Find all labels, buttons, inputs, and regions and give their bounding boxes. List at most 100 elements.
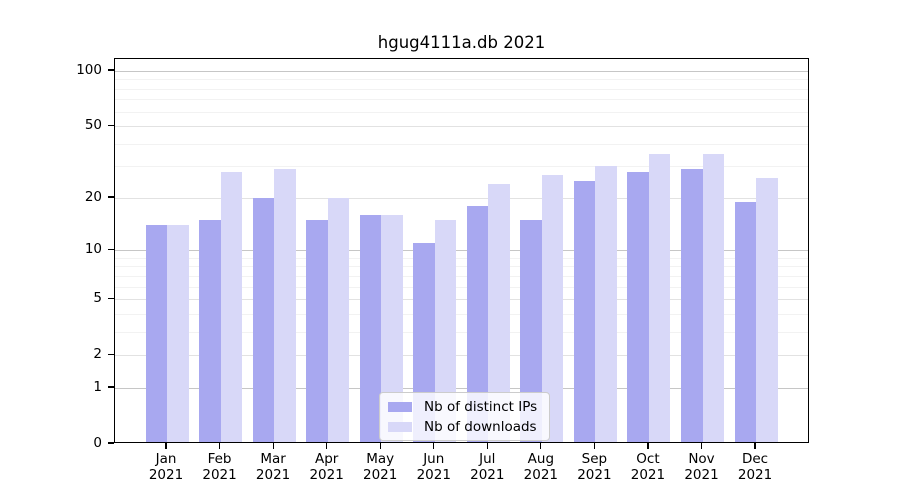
x-tick-label-aug: Aug 2021 <box>506 451 576 483</box>
y-tick-0 <box>108 442 114 444</box>
month-label: Dec <box>741 451 769 467</box>
bar-distinct-ips-nov <box>681 169 703 442</box>
x-tick-aug <box>540 443 542 449</box>
month-label: Jan <box>155 451 177 467</box>
legend-label: Nb of distinct IPs <box>424 398 538 415</box>
gridline-70 <box>115 99 808 101</box>
month-label: May <box>366 451 395 467</box>
bar-distinct-ips-apr <box>306 219 328 442</box>
gridline-1 <box>115 387 808 389</box>
gridline-50 <box>115 126 808 128</box>
bar-distinct-ips-oct <box>627 171 649 442</box>
gridline-4 <box>115 313 808 315</box>
gridline-7 <box>115 275 808 277</box>
y-tick-label-10: 10 <box>84 241 102 258</box>
gridline-8 <box>115 266 808 268</box>
legend-swatch-icon <box>388 421 412 432</box>
bar-downloads-feb <box>220 171 243 442</box>
month-label: Mar <box>260 451 286 467</box>
x-tick-oct <box>647 443 649 449</box>
bar-downloads-oct <box>648 154 671 442</box>
gridline-60 <box>115 111 808 113</box>
gridline-20 <box>115 197 808 199</box>
year-label: 2021 <box>148 466 184 483</box>
x-tick-jan <box>165 443 167 449</box>
gridline-2 <box>115 355 808 357</box>
x-tick-nov <box>700 443 703 449</box>
month-label: Jun <box>423 451 445 467</box>
bar-downloads-jun <box>434 219 457 442</box>
bar-distinct-ips-mar <box>252 197 275 442</box>
bar-downloads-aug <box>541 174 564 442</box>
y-tick-50 <box>108 124 114 126</box>
bar-distinct-ips-dec <box>734 201 757 442</box>
y-tick-100 <box>108 69 114 71</box>
legend-item-downloads: Nb of downloads <box>388 418 537 435</box>
month-label: Jul <box>479 451 496 467</box>
x-tick-label-nov: Nov 2021 <box>667 451 737 483</box>
year-label: 2021 <box>202 466 237 483</box>
gridline-90 <box>115 79 808 81</box>
gridline-30 <box>115 166 808 168</box>
year-label: 2021 <box>577 466 612 483</box>
year-label: 2021 <box>309 466 344 483</box>
bar-distinct-ips-may <box>359 215 382 442</box>
bar-downloads-dec <box>756 177 778 442</box>
y-tick-1 <box>108 386 114 388</box>
gridline-80 <box>115 88 808 90</box>
y-tick-label-100: 100 <box>76 62 102 78</box>
bar-downloads-jul <box>488 183 510 442</box>
x-tick-label-jul: Jul 2021 <box>452 451 522 483</box>
legend-label: Nb of downloads <box>424 418 537 435</box>
bar-distinct-ips-jul <box>466 206 489 442</box>
legend-swatch-icon <box>388 401 412 412</box>
gridline-40 <box>115 143 808 145</box>
month-label: Aug <box>527 451 555 467</box>
bar-distinct-ips-sep <box>573 180 596 442</box>
x-tick-jun <box>433 443 435 449</box>
x-tick-label-feb: Feb 2021 <box>185 451 255 483</box>
x-tick-label-apr: Apr 2021 <box>292 451 362 483</box>
bar-distinct-ips-aug <box>520 219 542 442</box>
bar-downloads-apr <box>327 197 350 442</box>
chart-title: hgug4111a.db 2021 <box>377 33 546 52</box>
y-tick-5 <box>108 297 114 299</box>
month-label: Apr <box>314 451 339 467</box>
bar-downloads-sep <box>595 166 617 442</box>
y-tick-label-50: 50 <box>84 117 102 134</box>
month-label: Feb <box>207 451 232 467</box>
bar-downloads-may <box>381 215 403 442</box>
month-label: Nov <box>688 451 715 467</box>
month-label: Sep <box>581 451 608 467</box>
plot-area <box>114 58 809 443</box>
y-tick-label-20: 20 <box>84 188 102 205</box>
y-tick-2 <box>108 353 114 355</box>
y-tick-label-0: 0 <box>93 435 102 451</box>
gridline-9 <box>115 257 808 259</box>
gridline-6 <box>115 286 808 288</box>
x-tick-mar <box>272 443 274 449</box>
month-label: Oct <box>636 451 660 467</box>
gridline-10 <box>115 250 808 252</box>
y-tick-label-5: 5 <box>93 290 102 307</box>
y-tick-10 <box>108 248 114 250</box>
y-tick-label-2: 2 <box>93 346 102 363</box>
year-label: 2021 <box>737 466 773 483</box>
year-label: 2021 <box>630 466 666 483</box>
year-label: 2021 <box>470 466 505 483</box>
year-label: 2021 <box>416 466 451 483</box>
bar-distinct-ips-jan <box>145 225 167 442</box>
x-tick-label-oct: Oct 2021 <box>613 451 683 483</box>
x-tick-label-jan: Jan 2021 <box>131 451 201 483</box>
year-label: 2021 <box>684 466 719 483</box>
x-tick-feb <box>218 443 221 449</box>
x-tick-dec <box>754 443 756 449</box>
x-tick-label-may: May 2021 <box>345 451 415 483</box>
gridline-3 <box>115 331 808 333</box>
x-tick-label-sep: Sep 2021 <box>559 451 629 483</box>
y-tick-20 <box>108 196 114 198</box>
bar-downloads-mar <box>274 169 296 442</box>
x-tick-sep <box>593 443 595 449</box>
x-tick-label-mar: Mar 2021 <box>238 451 308 483</box>
y-tick-label-1: 1 <box>93 378 102 395</box>
